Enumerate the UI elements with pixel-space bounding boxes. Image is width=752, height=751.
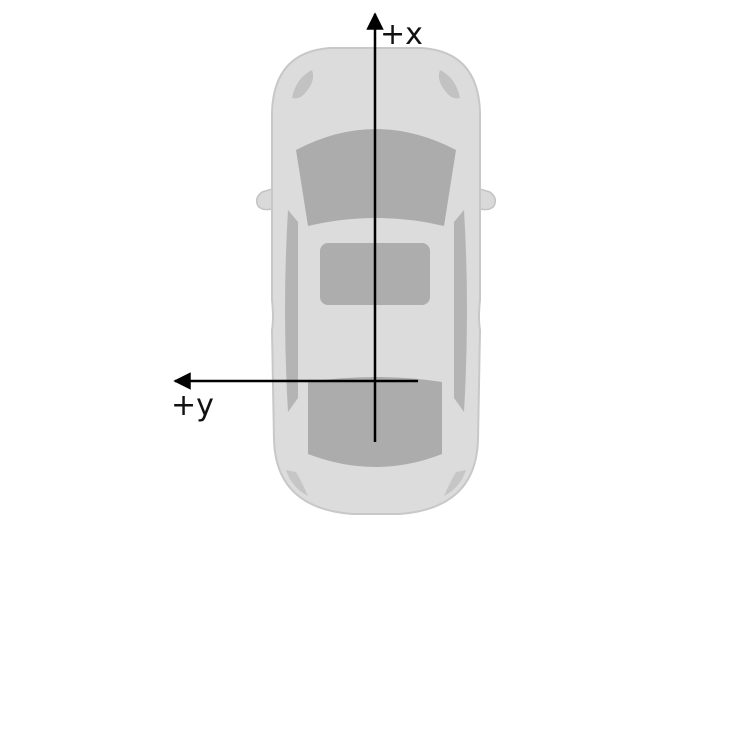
x-axis-label: +x — [380, 17, 423, 52]
right-side-window — [454, 210, 467, 412]
left-headlight — [292, 70, 314, 99]
left-tail-light — [286, 470, 308, 496]
right-tail-light — [444, 470, 466, 496]
right-headlight — [438, 70, 460, 99]
left-side-window — [285, 210, 298, 412]
coordinate-axes: +x +y — [171, 12, 423, 442]
y-axis-label: +y — [171, 388, 214, 423]
